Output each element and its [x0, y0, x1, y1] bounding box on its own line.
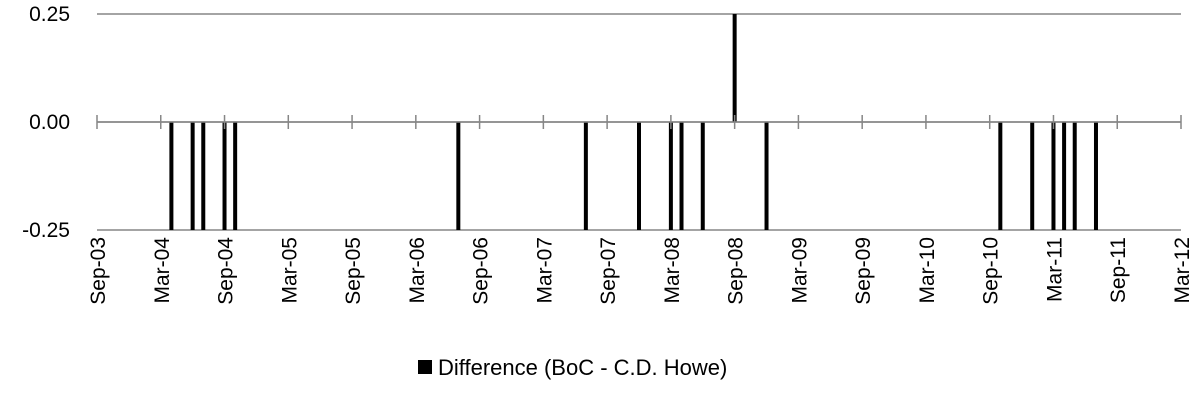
bar [1062, 122, 1067, 230]
bar [1051, 122, 1056, 230]
x-tick-label: Mar-09 [788, 237, 811, 304]
x-tick-label: Sep-04 [215, 237, 238, 305]
y-tick-label: -0.25 [22, 219, 70, 242]
bar [668, 122, 673, 230]
label-layer: 0.25 0.00 -0.25 Sep-03 Mar-04 Sep-04 Mar-05 Sep… [22, 3, 1194, 305]
x-tick-label: Mar-06 [406, 237, 429, 304]
bar [679, 122, 684, 230]
bar [201, 122, 206, 230]
x-tick-label: Mar-08 [661, 237, 684, 304]
x-tick-label: Mar-07 [533, 237, 556, 304]
legend: Difference (BoC - C.D. Howe) [418, 355, 727, 380]
x-tick-label: Sep-07 [597, 237, 620, 305]
bar-layer [169, 14, 1098, 230]
x-tick-label: Mar-05 [278, 237, 301, 304]
bar [700, 122, 705, 230]
bar [222, 122, 227, 230]
y-tick-label: 0.00 [29, 111, 70, 134]
legend-swatch [418, 360, 432, 374]
y-tick-label: 0.25 [29, 3, 70, 26]
x-tick-label: Sep-08 [725, 237, 748, 305]
bar [169, 122, 174, 230]
x-tick-label: Mar-04 [151, 237, 174, 304]
bar [1093, 122, 1098, 230]
x-tick-label: Sep-11 [1107, 237, 1130, 303]
bar [1030, 122, 1035, 230]
bar [190, 122, 195, 230]
bar [637, 122, 641, 230]
bar [998, 122, 1003, 230]
x-tick-label: Sep-05 [342, 237, 365, 305]
bar [1072, 122, 1077, 230]
x-tick-label: Mar-11 [1043, 237, 1066, 302]
bar [764, 122, 769, 230]
axis-layer [96, 115, 1182, 129]
bar [583, 122, 588, 230]
legend-label: Difference (BoC - C.D. Howe) [438, 355, 727, 380]
bar [732, 14, 737, 122]
x-tick-label: Sep-10 [980, 237, 1003, 305]
bar [233, 122, 238, 230]
x-tick-label: Mar-12 [1171, 237, 1194, 304]
x-tick-label: Sep-06 [470, 237, 493, 305]
bar [456, 122, 461, 230]
x-tick-label: Mar-10 [916, 237, 939, 304]
x-tick-label: Sep-09 [852, 237, 875, 305]
x-tick-label: Sep-03 [87, 237, 110, 305]
